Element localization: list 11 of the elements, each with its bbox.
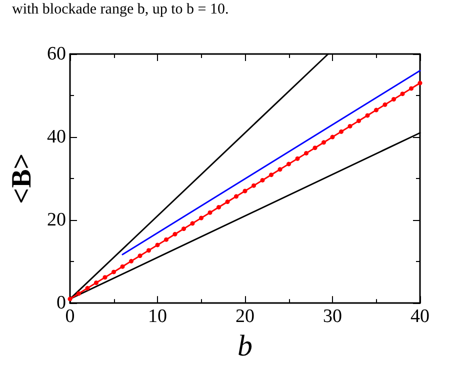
y-tick-label: 0 [56, 292, 66, 314]
x-tick-label: 20 [236, 306, 254, 328]
x-tick-label: 30 [323, 306, 342, 328]
text: with blockade range b, up to b = 10. [12, 2, 229, 18]
x-axis-title: b [238, 330, 252, 362]
y-tick-label: 60 [47, 44, 66, 64]
x-tick-label: 10 [148, 306, 167, 328]
y-tick-label: 20 [47, 210, 66, 231]
x-tick-label: 40 [410, 306, 430, 328]
y-tick-label: 40 [47, 126, 66, 148]
y-axis-title: <B> [6, 153, 38, 204]
